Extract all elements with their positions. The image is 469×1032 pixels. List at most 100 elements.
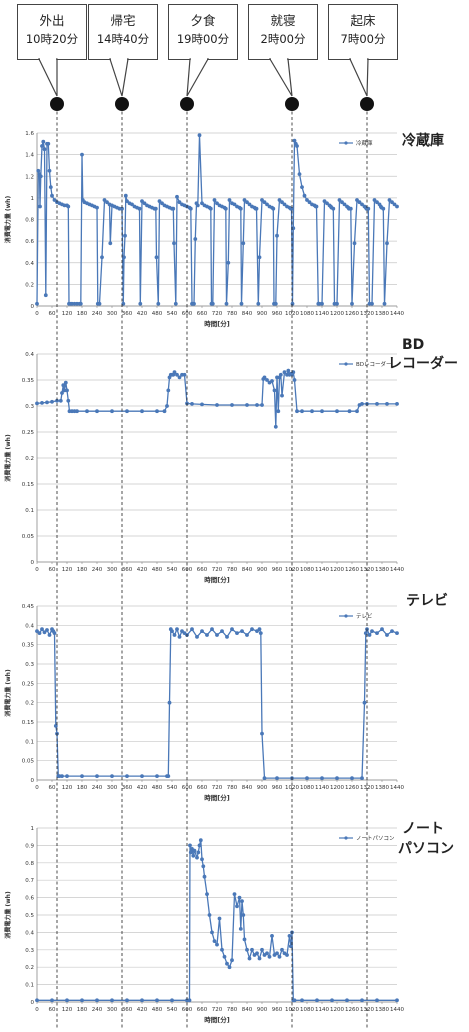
x-tick-label: 840	[242, 785, 253, 791]
data-point	[190, 627, 194, 632]
callout-return-home: 帰宅 14時40分	[88, 4, 158, 60]
chart-panel-4: 0 0.1 0.2 0.3 0.4 0.5 0.6 0.7 0.8 0.9 1 0 60 120 180 24…	[4, 826, 404, 1024]
x-tick-label: 1260	[345, 567, 359, 573]
data-point	[382, 301, 387, 306]
x-axis-title: 時間[分]	[204, 793, 229, 802]
data-point	[335, 301, 339, 306]
y-tick-label: 0.15	[22, 482, 35, 488]
data-point	[385, 633, 389, 637]
x-tick-label: 180	[77, 311, 88, 317]
data-point	[41, 139, 46, 144]
data-point	[292, 998, 297, 1003]
data-point	[278, 372, 283, 377]
data-point	[188, 850, 193, 855]
data-point	[273, 301, 278, 306]
x-tick-label: 0	[35, 1007, 39, 1013]
x-axis-title: 時間[分]	[204, 575, 229, 584]
event-marker-dot	[180, 97, 194, 111]
data-point	[232, 202, 237, 207]
x-tick-label: 1320	[360, 311, 374, 317]
data-point	[63, 380, 68, 385]
data-point	[195, 203, 200, 208]
data-point	[350, 776, 354, 780]
data-point	[330, 998, 334, 1003]
data-point	[245, 947, 249, 952]
data-point	[125, 409, 129, 414]
callout-outing: 外出 10時20分	[17, 4, 87, 60]
legend-label: テレビ	[356, 612, 373, 620]
data-point	[262, 776, 267, 780]
data-point	[75, 409, 79, 414]
data-point	[255, 403, 259, 407]
data-point	[202, 874, 207, 879]
x-tick-label: 360	[122, 1007, 133, 1013]
data-point	[200, 402, 204, 407]
data-point	[275, 776, 279, 780]
data-point	[227, 198, 232, 202]
data-point	[36, 168, 41, 173]
x-tick-label: 0	[35, 311, 39, 317]
data-point	[160, 201, 164, 206]
x-tick-label: 600	[182, 311, 193, 317]
data-point	[52, 631, 57, 635]
data-point	[95, 409, 99, 414]
y-tick-label: 0.6	[25, 239, 34, 245]
data-point	[40, 627, 44, 632]
x-tick-label: 120	[62, 311, 73, 317]
data-point	[277, 954, 282, 959]
data-point	[45, 400, 49, 405]
label-bd-line2: レコーダー	[388, 356, 458, 372]
x-tick-label: 1200	[330, 567, 344, 573]
data-point	[192, 301, 196, 306]
x-tick-label: 300	[107, 567, 118, 573]
data-point	[110, 409, 114, 414]
data-point	[280, 393, 284, 398]
data-point	[270, 934, 274, 938]
data-point	[47, 633, 52, 637]
x-tick-label: 720	[212, 567, 223, 573]
y-tick-label: 0.05	[22, 534, 35, 540]
y-tick-label: 0.2	[25, 965, 34, 971]
data-point	[105, 200, 109, 205]
y-tick-label: 0.25	[22, 430, 35, 436]
data-point	[177, 200, 182, 205]
x-tick-label: 1140	[315, 1007, 329, 1013]
x-tick-label: 1440	[390, 785, 404, 791]
x-tick-label: 480	[152, 567, 163, 573]
data-point	[270, 379, 274, 383]
data-point	[155, 409, 159, 414]
data-point	[50, 399, 54, 404]
data-point	[225, 635, 229, 639]
data-point	[137, 206, 142, 211]
data-point	[177, 375, 182, 380]
x-tick-label: 900	[257, 785, 268, 791]
x-tick-label: 720	[212, 785, 223, 791]
x-tick-label: 900	[257, 1007, 268, 1013]
data-point	[390, 200, 394, 205]
data-point	[247, 202, 252, 207]
data-point	[290, 301, 295, 306]
data-point	[385, 241, 389, 246]
data-point	[250, 947, 254, 952]
callout-bedtime-event: 就寝	[270, 13, 296, 28]
data-point	[305, 198, 309, 202]
data-point	[207, 913, 212, 917]
x-tick-label: 1080	[300, 311, 314, 317]
data-point	[375, 998, 379, 1003]
data-point	[381, 206, 386, 211]
x-tick-label: 1140	[315, 567, 329, 573]
data-point	[300, 409, 304, 414]
data-point	[250, 627, 254, 632]
data-point	[225, 961, 229, 966]
data-point	[215, 942, 219, 947]
data-point	[215, 201, 219, 206]
data-point	[275, 951, 279, 956]
y-tick-label: 0.2	[25, 282, 34, 288]
data-point	[140, 199, 144, 204]
event-marker-dot	[50, 97, 64, 111]
y-tick-label: 0	[31, 778, 35, 784]
data-point	[130, 202, 134, 207]
data-point	[387, 198, 392, 202]
series-line	[36, 627, 398, 779]
data-point	[102, 198, 107, 202]
